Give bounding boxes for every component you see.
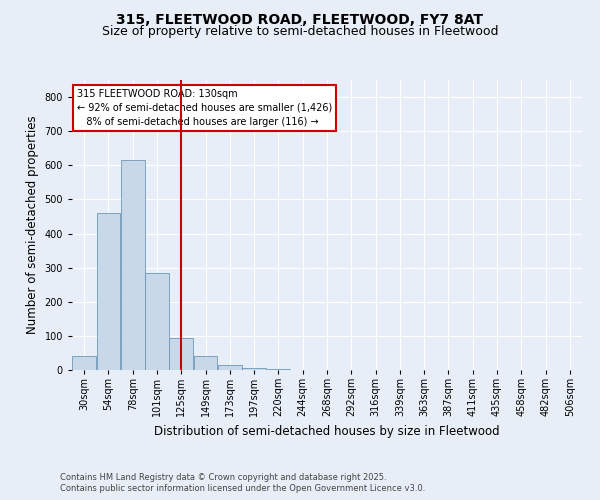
Bar [194, 356, 217, 370]
Text: 315 FLEETWOOD ROAD: 130sqm
← 92% of semi-detached houses are smaller (1,426)
   : 315 FLEETWOOD ROAD: 130sqm ← 92% of semi… [77, 88, 332, 126]
Bar [72, 356, 96, 370]
X-axis label: Distribution of semi-detached houses by size in Fleetwood: Distribution of semi-detached houses by … [154, 424, 500, 438]
Bar [121, 160, 145, 370]
Bar [242, 368, 266, 370]
Text: 315, FLEETWOOD ROAD, FLEETWOOD, FY7 8AT: 315, FLEETWOOD ROAD, FLEETWOOD, FY7 8AT [116, 12, 484, 26]
Bar [145, 273, 169, 370]
Text: Contains public sector information licensed under the Open Government Licence v3: Contains public sector information licen… [60, 484, 425, 493]
Text: Size of property relative to semi-detached houses in Fleetwood: Size of property relative to semi-detach… [102, 25, 498, 38]
Bar [218, 365, 242, 370]
Y-axis label: Number of semi-detached properties: Number of semi-detached properties [26, 116, 39, 334]
Bar [169, 338, 193, 370]
Text: Contains HM Land Registry data © Crown copyright and database right 2025.: Contains HM Land Registry data © Crown c… [60, 472, 386, 482]
Bar [97, 213, 121, 370]
